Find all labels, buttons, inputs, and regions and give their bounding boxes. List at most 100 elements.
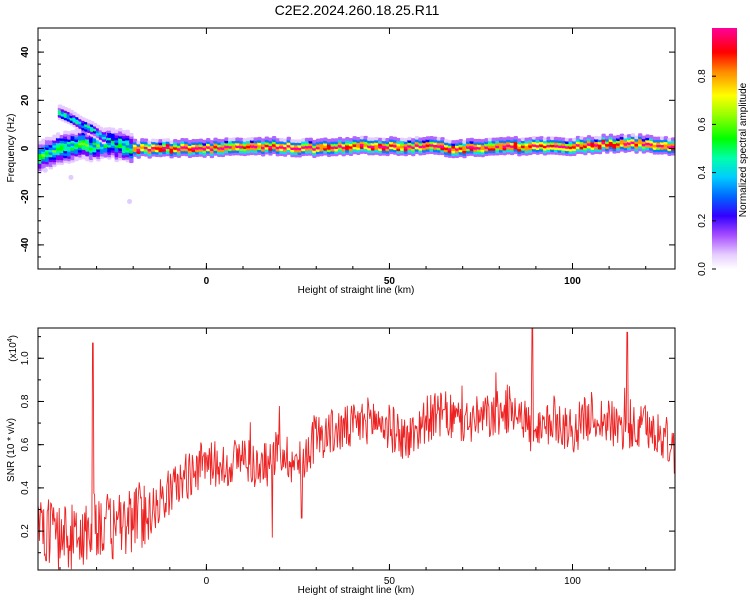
spectrogram-cell xyxy=(341,138,346,142)
spectrogram-cell xyxy=(480,139,486,143)
spectrogram-cell xyxy=(517,138,522,142)
spectrogram-cell xyxy=(184,138,189,142)
spectrogram-cell xyxy=(656,136,661,141)
spectrogram-cell xyxy=(37,140,43,145)
spectrogram-cell xyxy=(55,132,61,137)
colorbar-tick-label: 0.6 xyxy=(697,117,708,131)
spectrogram-cell xyxy=(257,136,262,141)
spectrogram-cell xyxy=(528,137,533,141)
spectrogram-cell xyxy=(268,137,273,142)
spectrogram-cell xyxy=(652,136,658,141)
spectrogram-cell xyxy=(330,138,335,142)
spectrogram-cell xyxy=(173,138,178,143)
spectrogram-cell xyxy=(315,138,321,143)
snr-y-tick-label: 0.4 xyxy=(20,481,31,495)
spectrogram-cell xyxy=(308,137,313,142)
spectrogram-cell xyxy=(352,136,357,140)
spectrogram-cell xyxy=(213,137,218,142)
spectrogram-cell xyxy=(590,136,595,141)
spectrogram-cell xyxy=(403,138,409,142)
spectrogram-cell xyxy=(539,136,544,140)
spectrogram-cell xyxy=(140,138,145,142)
spectrogram-cell xyxy=(469,137,475,142)
spectrogram-cell xyxy=(275,138,280,142)
spectrogram-cell xyxy=(667,137,672,142)
spectrogram-cell xyxy=(279,137,284,142)
spectrogram-stray-point xyxy=(68,174,74,180)
spectrogram-cell xyxy=(334,138,339,142)
exponent-power: 4 xyxy=(7,338,14,342)
spectrogram-cell xyxy=(304,137,310,142)
spectrogram-x-tick-label: 50 xyxy=(384,276,396,287)
spectrogram-cell xyxy=(187,139,193,144)
spectrogram-cell xyxy=(378,137,383,142)
spectrogram-cell xyxy=(176,139,182,144)
spectrogram-cell xyxy=(381,137,387,142)
spectrogram-cell xyxy=(542,137,548,142)
spectrogram-cell xyxy=(575,135,581,140)
spectrogram-cell xyxy=(418,137,423,142)
spectrogram-cell xyxy=(198,138,204,143)
spectrogram-cell xyxy=(601,133,606,138)
snr-x-tick-label: 0 xyxy=(204,576,210,587)
spectrogram-cell xyxy=(162,138,167,143)
spectrogram-cell xyxy=(443,139,449,143)
spectrogram-cells xyxy=(37,104,676,205)
spectrogram-y-tick-label: 20 xyxy=(20,94,31,106)
svg-text:(x104): (x104) xyxy=(7,335,19,362)
spectrogram-cell xyxy=(502,137,507,141)
spectrogram-cell xyxy=(535,136,540,141)
spectrogram-cell xyxy=(495,137,500,142)
spectrogram-cell xyxy=(550,136,555,141)
spectrogram-cell xyxy=(579,136,584,140)
spectrogram-cell xyxy=(59,134,64,139)
spectrogram-cell xyxy=(293,139,299,143)
spectrogram-cell xyxy=(326,138,332,143)
spectrogram-cell xyxy=(290,139,295,143)
spectrogram-cell xyxy=(608,133,614,138)
spectrogram-cell xyxy=(264,136,270,141)
spectrogram-cell xyxy=(546,136,551,141)
snr-y-tick-label: 1.0 xyxy=(20,351,31,365)
snr-series-line xyxy=(37,327,676,570)
spectrogram-y-ticks: -40 -20 0 20 40 xyxy=(20,27,675,270)
colorbar-tick-label: 0.2 xyxy=(697,213,708,227)
spectrogram-cell xyxy=(561,137,566,142)
spectrogram-cell xyxy=(154,138,160,143)
spectrogram-cell xyxy=(553,136,559,141)
spectrogram-cell xyxy=(458,139,464,143)
spectrogram-cell xyxy=(374,136,379,141)
spectrogram-cell xyxy=(238,137,244,142)
spectrogram-cell xyxy=(286,136,291,141)
spectrogram-cell xyxy=(659,136,665,141)
spectrogram-cell xyxy=(158,139,163,143)
spectrogram-cell xyxy=(641,135,647,140)
spectrogram-cell xyxy=(242,138,248,142)
exponent-base: (x10 xyxy=(8,342,19,362)
spectrogram-cell xyxy=(433,136,438,141)
spectrogram-cell xyxy=(465,138,471,142)
spectrogram-cell xyxy=(217,138,222,143)
snr-y-tick-label: 0.2 xyxy=(20,524,31,538)
spectrogram-cell xyxy=(66,131,72,135)
spectrogram-cell xyxy=(429,135,434,140)
spectrogram-cell xyxy=(487,137,493,142)
spectrogram-cell xyxy=(436,137,442,141)
spectrogram-cell xyxy=(206,137,211,142)
spectrogram-cell xyxy=(235,137,240,141)
snr-x-ticks: 0 50 100 xyxy=(59,328,647,587)
spectrogram-stray-point xyxy=(42,167,48,173)
spectrogram-cell xyxy=(319,138,324,142)
spectrogram-cell xyxy=(271,135,277,140)
snr-x-axis-label: Height of straight line (km) xyxy=(298,585,415,596)
spectrogram-cell xyxy=(301,138,306,142)
spectrogram-cell xyxy=(74,128,79,133)
spectrogram-cell xyxy=(531,136,537,140)
spectrogram-cell xyxy=(627,134,632,138)
spectrogram-cell xyxy=(440,137,445,141)
snr-y-tick-label: 0.6 xyxy=(20,437,31,451)
spectrogram-cell xyxy=(407,136,412,141)
spectrogram-cell xyxy=(520,137,526,141)
spectrogram-cell xyxy=(638,133,643,137)
spectrogram-cell xyxy=(385,138,390,142)
